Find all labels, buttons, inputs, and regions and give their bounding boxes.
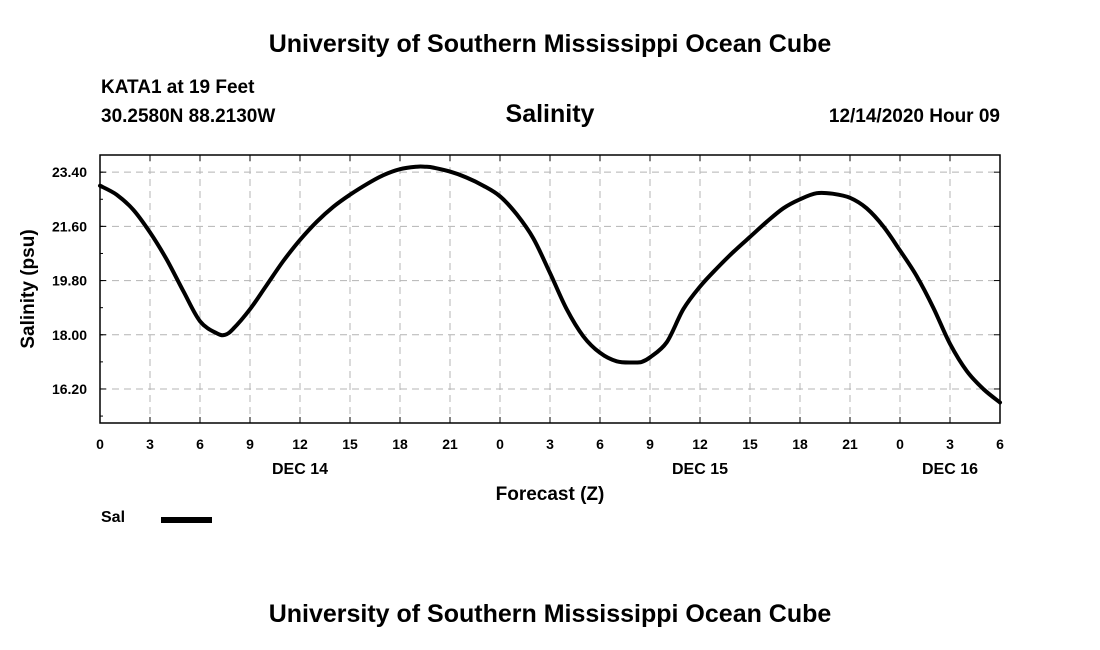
x-tick-label: 3 (946, 436, 954, 452)
x-tick-label: 12 (292, 436, 308, 452)
series-line-sal (98, 164, 1002, 405)
forecast-run-time: 12/14/2020 Hour 09 (828, 106, 1000, 127)
x-date-label: DEC 14 (272, 461, 328, 478)
x-tick-label: 15 (342, 436, 358, 452)
x-tick-label: 15 (742, 436, 758, 452)
station-label: KATA1 at 19 Feet (101, 77, 255, 98)
plot-frame (99, 154, 1001, 424)
x-tick-label: 6 (196, 436, 204, 452)
x-tick-label: 6 (596, 436, 604, 452)
legend-swatch (161, 517, 212, 523)
x-date-label: DEC 15 (672, 461, 728, 478)
x-tick-label: 0 (96, 436, 104, 452)
x-tick-label: 18 (392, 436, 408, 452)
x-tick-label: 3 (546, 436, 554, 452)
header-title: University of Southern Mississippi Ocean… (268, 30, 832, 58)
footer-title: University of Southern Mississippi Ocean… (268, 600, 832, 628)
legend-label: Sal (101, 509, 126, 526)
x-tick-label: 12 (692, 436, 708, 452)
y-tick-label: 16.20 (52, 381, 87, 397)
x-axis-label: Forecast (Z) (496, 484, 605, 505)
y-tick-label: 18.00 (52, 327, 87, 343)
station-coordinates: 30.2580N 88.2130W (101, 106, 276, 127)
x-tick-label: 6 (996, 436, 1004, 452)
x-date-label: DEC 16 (922, 461, 978, 478)
x-tick-label: 3 (146, 436, 154, 452)
x-tick-label: 21 (442, 436, 458, 452)
x-tick-label: 21 (842, 436, 858, 452)
y-tick-label: 23.40 (52, 164, 87, 180)
x-tick-label: 18 (792, 436, 808, 452)
y-tick-label: 21.60 (52, 218, 87, 234)
chart-title: Salinity (505, 100, 595, 128)
y-tick-label: 19.80 (52, 273, 87, 289)
x-tick-label: 9 (646, 436, 654, 452)
x-tick-label: 0 (896, 436, 904, 452)
y-axis-label: Salinity (psu) (18, 229, 39, 348)
x-tick-label: 9 (246, 436, 254, 452)
x-tick-label: 0 (496, 436, 504, 452)
